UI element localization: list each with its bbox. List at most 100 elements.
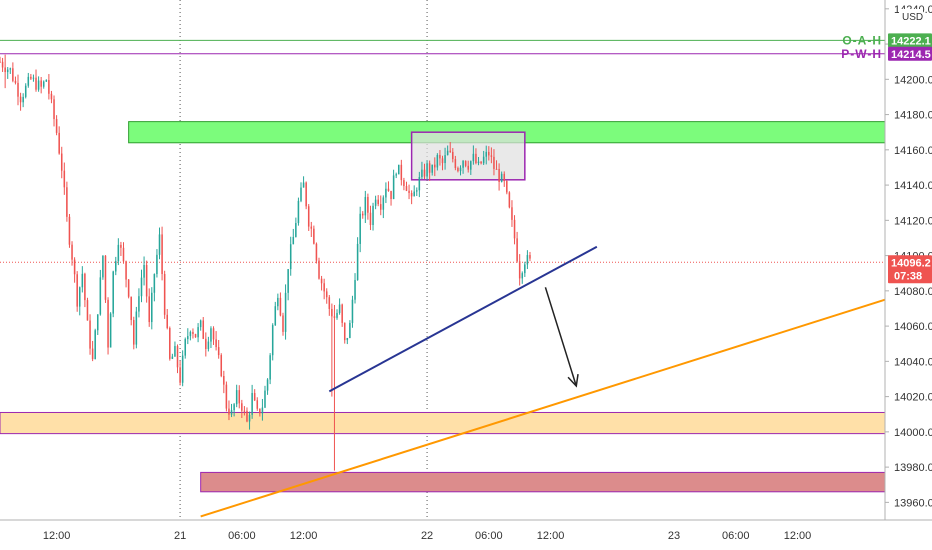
candle-body	[6, 69, 9, 73]
x-tick-label: 12:00	[290, 530, 318, 542]
candle-layer	[0, 54, 531, 471]
candle-body	[462, 160, 464, 168]
level-tag-o-a-h	[888, 33, 932, 48]
candle-body	[521, 273, 524, 279]
candle-body	[207, 341, 210, 349]
candle-body	[444, 155, 446, 164]
y-tick-label: 14000.0	[894, 427, 932, 439]
level-tag-value: 14222.1	[891, 35, 931, 47]
candle-body	[500, 173, 503, 182]
candle-body	[45, 80, 48, 82]
candle-body	[279, 297, 282, 316]
candle-body	[42, 81, 45, 87]
candle-body	[439, 154, 441, 159]
candle-body	[367, 196, 369, 213]
candle-body	[130, 296, 132, 321]
candle-body	[488, 151, 490, 156]
candle-body	[529, 255, 531, 259]
candle-body	[446, 150, 449, 156]
candle-body	[210, 328, 212, 342]
candle-body	[246, 410, 248, 422]
candle-body	[58, 132, 60, 154]
currency-label: USD	[902, 12, 923, 23]
candle-body	[63, 170, 66, 188]
candle-body	[205, 338, 207, 349]
candle-body	[325, 291, 328, 298]
level-tag-value: 14214.5	[891, 49, 931, 61]
candle-body	[403, 180, 405, 187]
candle-body	[256, 400, 259, 409]
current-price-tag	[888, 255, 932, 284]
candle-body	[169, 327, 171, 359]
zone-1	[0, 411, 886, 435]
candle-body	[35, 77, 37, 90]
candle-body	[331, 308, 333, 317]
candle-body	[341, 304, 343, 323]
candle-body	[361, 213, 364, 216]
y-tick-label: 14200.0	[894, 74, 932, 86]
candle-body	[174, 346, 176, 357]
candle-body	[225, 384, 228, 409]
candle-body	[84, 273, 86, 301]
candle-body	[421, 169, 423, 178]
candle-body	[259, 408, 261, 414]
candle-body	[441, 158, 444, 164]
candle-body	[467, 165, 469, 170]
candle-body	[181, 355, 184, 383]
candle-body	[297, 200, 300, 224]
candle-body	[300, 187, 302, 201]
candle-body	[143, 264, 145, 278]
candle-body	[400, 164, 403, 181]
candle-body	[418, 177, 421, 191]
candle-body	[518, 261, 521, 279]
candle-body	[426, 163, 428, 177]
level-name-label: O-A-H	[842, 33, 882, 47]
candle-body	[315, 243, 318, 261]
arrow-head	[567, 374, 579, 388]
candle-body	[0, 61, 1, 63]
candle-body	[292, 236, 295, 245]
candle-body	[24, 85, 27, 97]
candle-body	[459, 167, 462, 172]
candle-body	[78, 287, 81, 307]
candle-body	[112, 271, 114, 314]
candle-body	[235, 390, 238, 405]
candle-body	[192, 331, 194, 335]
x-tick-label: 12:00	[537, 530, 565, 542]
candle-body	[1, 61, 4, 68]
candle-body	[498, 168, 500, 182]
zone-2	[200, 471, 886, 493]
candle-body	[408, 190, 410, 193]
candle-body	[140, 277, 143, 297]
trendline-0	[328, 245, 598, 393]
candle-body	[264, 390, 266, 408]
candle-body	[133, 320, 135, 345]
candle-body	[266, 379, 269, 391]
candle-body	[189, 331, 192, 337]
candle-body	[217, 347, 220, 356]
candle-body	[220, 355, 223, 377]
candle-body	[60, 153, 63, 171]
candle-body	[166, 314, 168, 328]
candle-body	[511, 207, 513, 220]
candle-body	[243, 410, 246, 412]
candle-body	[302, 182, 305, 188]
candle-body	[390, 190, 392, 200]
candle-body	[179, 367, 181, 383]
candle-body	[53, 99, 55, 120]
candle-body	[472, 153, 475, 162]
candle-body	[385, 188, 387, 198]
candle-body	[513, 219, 516, 239]
candle-body	[271, 325, 274, 356]
candle-body	[354, 280, 356, 300]
y-tick-label: 14080.0	[894, 286, 932, 298]
candle-body	[32, 77, 35, 79]
y-tick-label: 14180.0	[894, 110, 932, 122]
candle-body	[120, 244, 122, 248]
candle-body	[127, 279, 130, 297]
candle-body	[295, 223, 297, 237]
candle-body	[86, 300, 89, 321]
candle-body	[202, 320, 205, 339]
